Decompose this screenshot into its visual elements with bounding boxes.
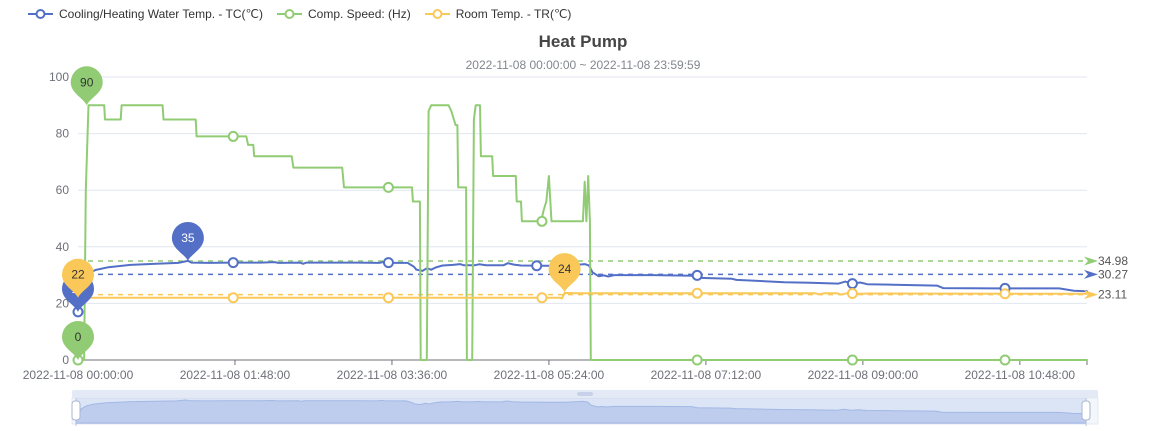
x-axis-label: 2022-11-08 03:36:00 [337,368,448,382]
legend: Cooling/Heating Water Temp. - TC(℃) Comp… [28,6,571,22]
datazoom-handle-right[interactable] [1081,400,1091,421]
data-point-marker-water-temp-tc [227,257,239,269]
legend-label: Cooling/Heating Water Temp. - TC(℃) [59,7,263,21]
y-axis-label: 100 [49,70,69,84]
mark-point-label-room-temp-tr: 22 [71,268,85,282]
mark-point-pin-comp-speed [62,321,94,360]
data-point-marker-room-temp-tr [846,287,858,299]
avg-value-label-room-temp-tr: 23.11 [1098,288,1127,302]
mark-point-pin-room-temp-tr [548,253,581,293]
x-axis-label: 2022-11-08 09:00:00 [808,368,919,382]
data-point-marker-comp-speed [227,130,239,142]
mark-point-label-comp-speed: 0 [75,330,82,344]
avg-arrow-icon-water-temp-tc [1084,269,1098,279]
mark-point-label-comp-speed: 90 [80,75,94,89]
legend-label: Comp. Speed: (Hz) [308,7,411,21]
x-axis-label: 2022-11-08 01:48:00 [180,368,291,382]
legend-label: Room Temp. - TR(℃) [455,7,572,21]
page-title: Heat Pump [538,32,628,51]
legend-item-comp-speed[interactable]: Comp. Speed: (Hz) [277,6,411,22]
avg-arrow-icon-comp-speed [1084,256,1098,266]
chart-subtitle: 2022-11-08 00:00:00 ~ 2022-11-08 23:59:5… [465,58,701,72]
datazoom-selected-range[interactable] [76,398,1086,424]
mark-point-pin-comp-speed [70,66,103,106]
chart-plot-area: 0 20 40 60 80 100 2022-11-08 00:00:00 2022-11-0… [23,66,1128,382]
mark-point-label-room-temp-tr: 24 [558,262,572,276]
avg-value-label-water-temp-tc: 30.27 [1098,267,1128,281]
data-point-marker-comp-speed [536,215,548,227]
data-point-marker-room-temp-tr [382,292,394,304]
x-axis-label: 2022-11-08 05:24:00 [494,368,605,382]
x-axis-label: 2022-11-08 07:12:00 [651,368,762,382]
y-axis-label: 40 [56,240,70,254]
y-axis-label: 60 [56,183,70,197]
data-point-marker-water-temp-tc [691,269,703,281]
data-point-marker-comp-speed [999,354,1011,366]
datazoom-slider[interactable] [0,389,1166,431]
series-line-water-temp-tc [77,259,1088,313]
datazoom-move-handle-grip-icon[interactable] [577,392,593,396]
data-point-marker-water-temp-tc [846,278,858,290]
mark-point-pin-water-temp-tc [171,221,204,261]
series-line-comp-speed [77,104,1088,361]
data-point-marker-comp-speed [382,181,394,193]
legend-item-water-temp[interactable]: Cooling/Heating Water Temp. - TC(℃) [28,6,263,22]
data-point-marker-room-temp-tr [999,288,1011,300]
datazoom-handle-left[interactable] [71,400,81,421]
legend-item-room-temp[interactable]: Room Temp. - TR(℃) [424,6,572,22]
datazoom-data-preview [75,399,1087,424]
mark-point-label-water-temp-tc: 35 [181,231,195,245]
data-point-marker-room-temp-tr [691,287,703,299]
data-point-marker-room-temp-tr [536,292,548,304]
line-series-icon [277,9,302,19]
data-point-marker-water-temp-tc [531,260,543,272]
avg-value-label-comp-speed: 34.98 [1098,254,1128,268]
y-axis-label: 80 [56,127,70,141]
data-point-marker-room-temp-tr [227,292,239,304]
x-axis-label: 2022-11-08 00:00:00 [23,368,134,382]
mark-point-pin-room-temp-tr [62,258,94,298]
data-point-marker-comp-speed [691,354,703,366]
data-point-marker-comp-speed [846,354,858,366]
avg-arrow-icon-room-temp-tr [1084,290,1098,300]
line-series-icon [28,9,53,19]
line-series-icon [424,9,450,19]
y-axis-label: 0 [62,353,69,367]
data-point-marker-water-temp-tc [382,257,394,269]
y-axis-label: 20 [56,296,70,310]
x-axis-label: 2022-11-08 10:48:00 [965,368,1076,382]
